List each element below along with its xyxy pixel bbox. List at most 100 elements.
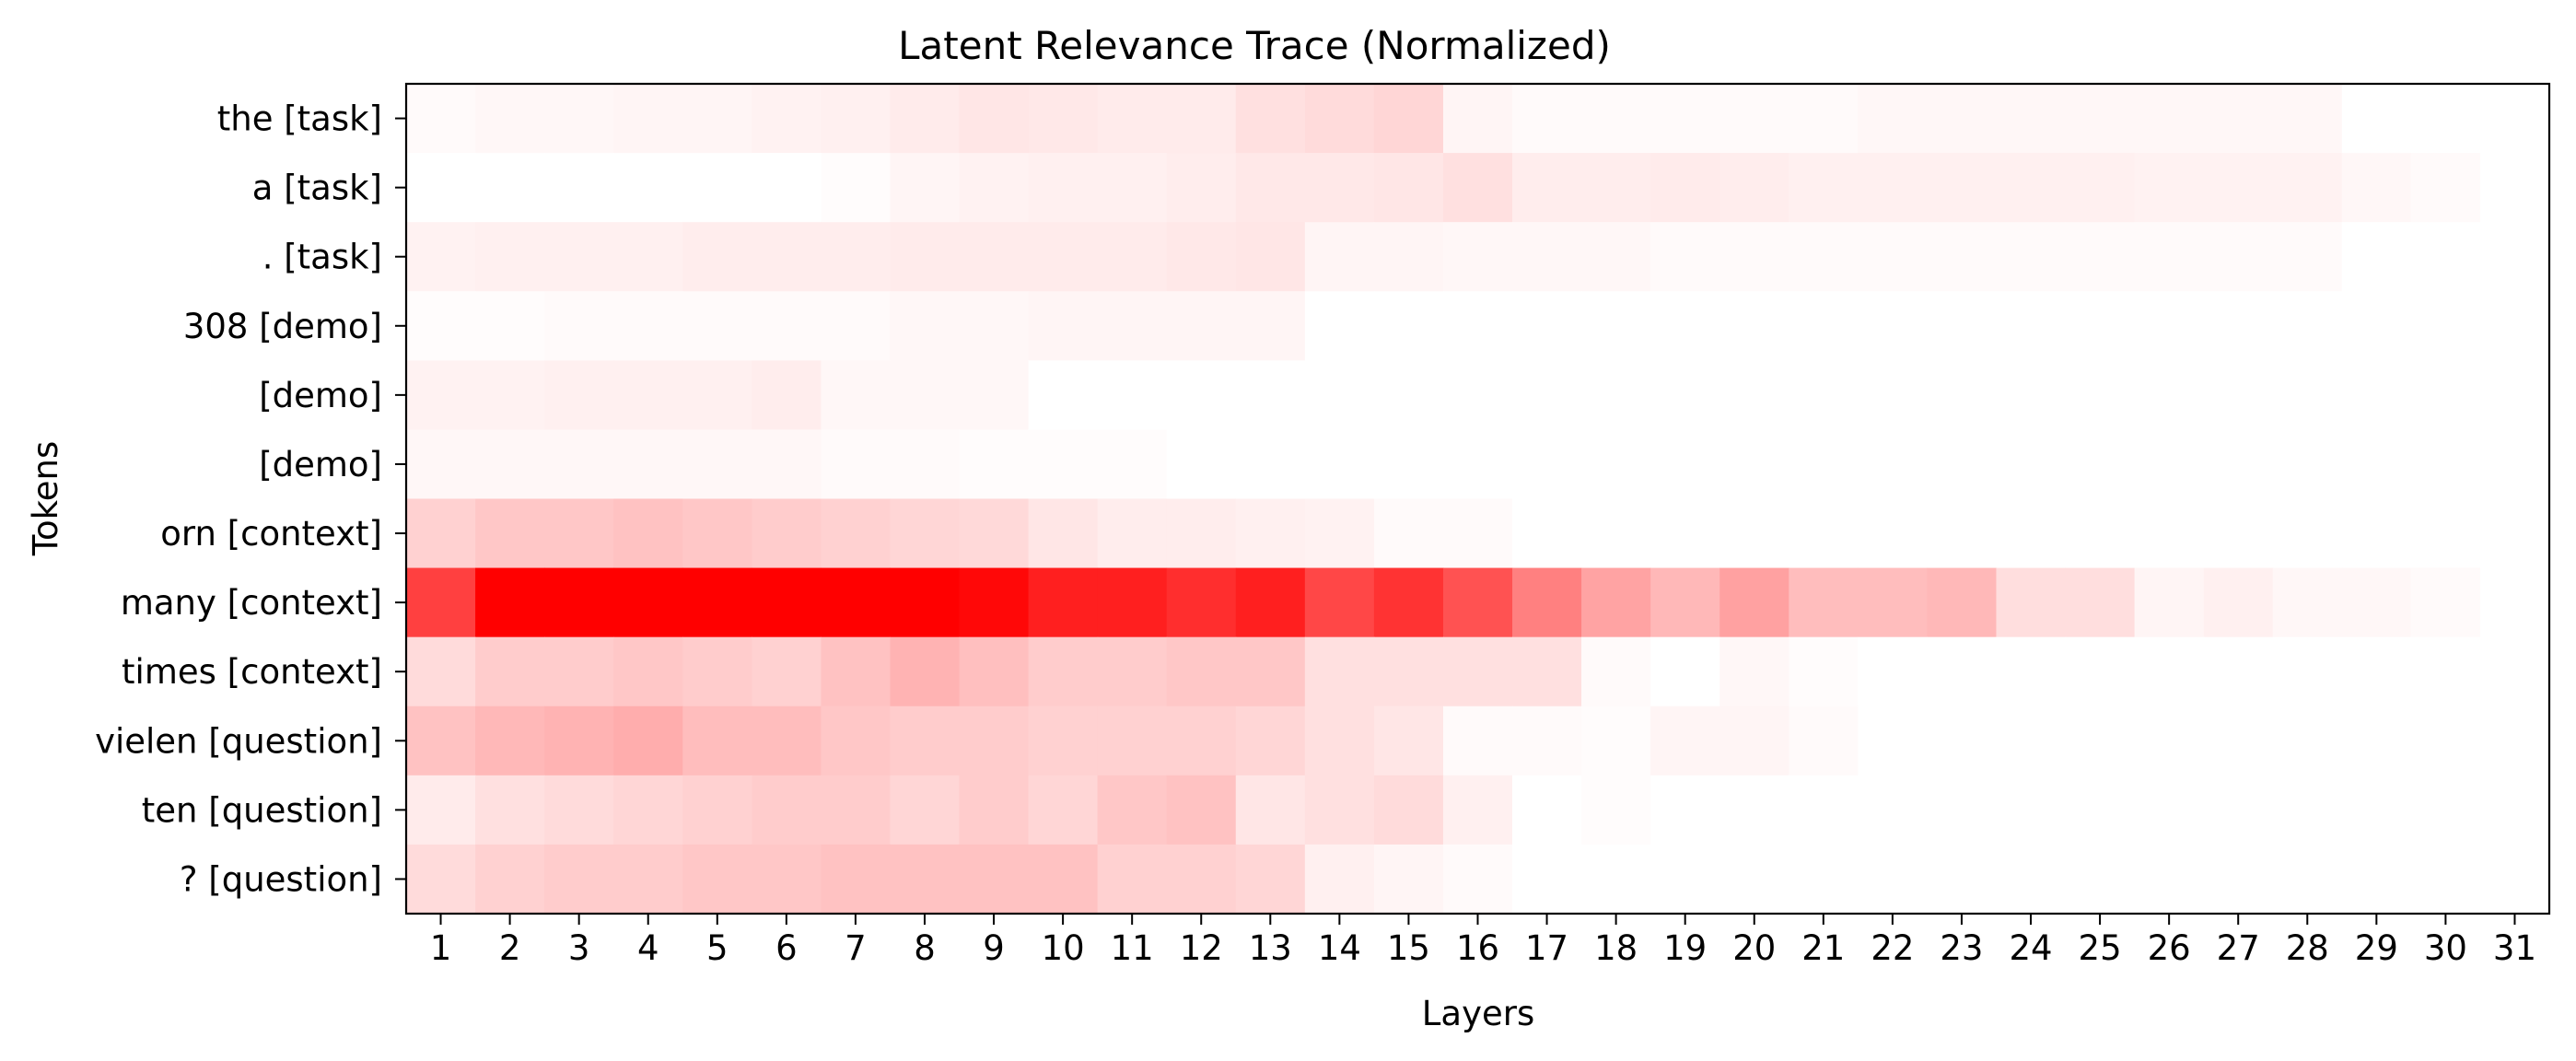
heatmap-cell	[1512, 567, 1582, 638]
heatmap-cell	[475, 360, 545, 431]
heatmap-cell	[1373, 705, 1444, 776]
heatmap-cell	[2272, 567, 2343, 638]
heatmap-cell	[2410, 291, 2481, 361]
heatmap-cell	[613, 705, 683, 776]
x-tick-label: 7	[845, 928, 867, 968]
heatmap-cell	[2203, 844, 2274, 915]
heatmap-cell	[475, 429, 545, 500]
heatmap-cell	[2410, 775, 2481, 845]
heatmap-cell	[1719, 360, 1789, 431]
heatmap-cell	[2134, 636, 2205, 707]
x-tick-label: 24	[2009, 928, 2052, 968]
heatmap-cell	[1789, 222, 1859, 292]
heatmap-cell	[1719, 153, 1789, 223]
heatmap-cell	[1650, 84, 1720, 154]
heatmap-cell	[821, 84, 892, 154]
heatmap-cell	[1650, 775, 1720, 845]
heatmap-cell	[821, 567, 892, 638]
heatmap-cell	[1858, 567, 1929, 638]
heatmap-cell	[1927, 222, 1998, 292]
heatmap-cell	[1097, 775, 1168, 845]
heatmap-cell	[1927, 153, 1998, 223]
heatmap-cell	[1028, 84, 1099, 154]
heatmap-cell	[1304, 567, 1375, 638]
heatmap-cell	[1719, 498, 1789, 569]
heatmap-cell	[406, 567, 476, 638]
heatmap-cell	[544, 567, 614, 638]
heatmap-cell	[682, 360, 752, 431]
heatmap-cell	[1789, 498, 1859, 569]
heatmap-cell	[1028, 291, 1099, 361]
heatmap-cell	[752, 705, 822, 776]
heatmap-cell	[1927, 498, 1998, 569]
heatmap-cell	[1512, 705, 1582, 776]
y-tick-label: vielen [question]	[95, 721, 382, 761]
heatmap-cell	[1789, 636, 1859, 707]
heatmap-cell	[1373, 844, 1444, 915]
heatmap-cell	[821, 360, 892, 431]
heatmap-cell	[1581, 705, 1651, 776]
heatmap-cell	[682, 705, 752, 776]
heatmap-cell	[2479, 360, 2550, 431]
heatmap-cell	[1442, 636, 1513, 707]
heatmap-cell	[1719, 429, 1789, 500]
heatmap-cell	[682, 567, 752, 638]
heatmap-cell	[1858, 429, 1929, 500]
heatmap-cell	[613, 153, 683, 223]
heatmap-cell	[1512, 360, 1582, 431]
x-tick-label: 14	[1318, 928, 1361, 968]
heatmap-cell	[2272, 222, 2343, 292]
heatmap-cell	[1028, 844, 1099, 915]
y-tick-label: ten [question]	[142, 790, 382, 830]
y-tick-label: orn [context]	[160, 514, 382, 554]
heatmap-cell	[959, 567, 1030, 638]
heatmap-cell	[2272, 705, 2343, 776]
heatmap-cell	[2341, 775, 2412, 845]
y-tick-label: ? [question]	[180, 859, 382, 899]
heatmap-cell	[2065, 775, 2136, 845]
heatmap-cell	[1166, 567, 1237, 638]
heatmap-cell	[1028, 775, 1099, 845]
heatmap-cell	[1650, 498, 1720, 569]
heatmap-cell	[544, 498, 614, 569]
heatmap-cell	[1719, 844, 1789, 915]
heatmap-cell	[1650, 360, 1720, 431]
heatmap-cell	[1304, 360, 1375, 431]
heatmap-cell	[890, 567, 961, 638]
heatmap-cell	[2134, 84, 2205, 154]
heatmap-cell	[1512, 498, 1582, 569]
heatmap-cell	[1442, 360, 1513, 431]
heatmap-cell	[1304, 498, 1375, 569]
heatmap-cell	[682, 844, 752, 915]
heatmap-cell	[682, 222, 752, 292]
heatmap-cell	[1304, 844, 1375, 915]
heatmap-cell	[1512, 222, 1582, 292]
y-tick-label: times [context]	[122, 652, 382, 692]
heatmap-cell	[1166, 429, 1237, 500]
heatmap-cell	[2134, 360, 2205, 431]
heatmap-cell	[1789, 84, 1859, 154]
heatmap-cell	[890, 360, 961, 431]
heatmap-cell	[2134, 429, 2205, 500]
x-tick-label: 5	[706, 928, 729, 968]
heatmap-cell	[2272, 360, 2343, 431]
heatmap-cell	[1097, 153, 1168, 223]
heatmap-cell	[1442, 775, 1513, 845]
heatmap-cell	[1858, 84, 1929, 154]
heatmap-cell	[406, 705, 476, 776]
y-tick-label: 308 [demo]	[183, 307, 382, 346]
heatmap-cell	[2341, 498, 2412, 569]
heatmap-cell	[959, 429, 1030, 500]
heatmap-cell	[890, 222, 961, 292]
heatmap-cell	[2272, 498, 2343, 569]
heatmap-cell	[1028, 222, 1099, 292]
heatmap-cell	[752, 291, 822, 361]
heatmap-cell	[544, 360, 614, 431]
heatmap-cell	[2272, 775, 2343, 845]
x-tick-label: 12	[1180, 928, 1223, 968]
heatmap-cell	[682, 84, 752, 154]
heatmap-cell	[1442, 153, 1513, 223]
heatmap-cell	[1442, 222, 1513, 292]
heatmap-cell	[959, 705, 1030, 776]
heatmap-cell	[1097, 567, 1168, 638]
